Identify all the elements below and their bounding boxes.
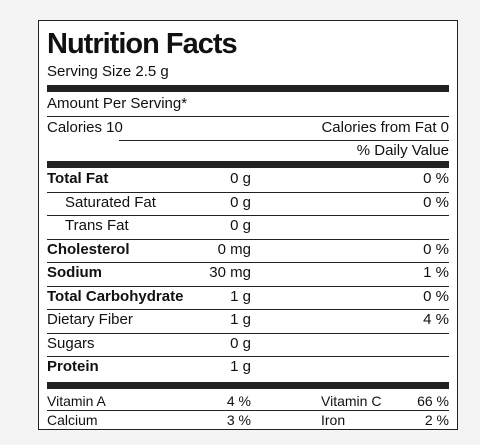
vitamin-daily-value: 2 % — [424, 411, 449, 428]
amount-per-serving: Amount Per Serving* — [47, 95, 188, 112]
divider — [47, 191, 449, 193]
nutrient-name: Trans Fat — [65, 217, 129, 234]
serving-size: Serving Size 2.5 g — [47, 63, 169, 80]
divider — [47, 332, 449, 334]
title: Nutrition Facts — [47, 28, 238, 60]
nutrient-name: Sugars — [47, 334, 95, 352]
nutrient-amount: 0 g — [230, 193, 251, 211]
nutrient-daily-value: 0 % — [423, 193, 449, 211]
nutrient-amount: 0 g — [230, 334, 251, 352]
nutrient-amount: 1 g — [230, 311, 251, 328]
nutrient-daily-value: 0 % — [423, 287, 449, 305]
nutrient-amount: 0 g — [230, 170, 251, 187]
calories-from-fat: Calories from Fat 0 — [321, 119, 449, 136]
divider — [47, 285, 449, 287]
nutrient-name: Saturated Fat — [65, 193, 156, 211]
vitamin-name: Calcium — [47, 411, 98, 428]
nutrient-name: Cholesterol — [47, 240, 130, 258]
divider — [47, 309, 449, 310]
vitamin-name: Vitamin C — [321, 392, 382, 409]
divider — [47, 161, 449, 168]
nutrient-amount: 30 mg — [209, 264, 251, 281]
divider — [47, 238, 449, 240]
divider — [119, 140, 449, 141]
daily-value-header: % Daily Value — [356, 142, 449, 159]
calories: Calories 10 — [47, 119, 123, 136]
nutrient-daily-value: 1 % — [423, 264, 449, 281]
divider — [47, 85, 449, 92]
divider — [47, 116, 449, 117]
nutrient-amount: 0 g — [230, 217, 251, 234]
divider — [47, 356, 449, 357]
vitamin-daily-value: 66 % — [417, 392, 449, 409]
nutrient-daily-value: 0 % — [423, 240, 449, 258]
nutrient-name: Sodium — [47, 264, 102, 281]
vitamin-name: Vitamin A — [47, 392, 106, 409]
nutrient-name: Total Fat — [47, 170, 109, 187]
nutrient-name: Dietary Fiber — [47, 311, 133, 328]
nutrient-amount: 1 g — [230, 358, 251, 375]
vitamin-daily-value: 4 % — [226, 392, 251, 409]
nutrition-label: Nutrition Facts Serving Size 2.5 g Amoun… — [38, 20, 458, 430]
vitamin-daily-value: 3 % — [226, 411, 251, 428]
vitamin-name: Iron — [321, 411, 346, 428]
nutrient-daily-value: 0 % — [423, 170, 449, 187]
nutrient-name: Protein — [47, 358, 99, 375]
nutrient-amount: 0 mg — [217, 240, 251, 258]
divider — [47, 381, 449, 389]
divider — [47, 215, 449, 216]
nutrient-name: Total Carbohydrate — [47, 287, 184, 305]
divider — [47, 409, 449, 411]
nutrient-amount: 1 g — [230, 287, 251, 305]
nutrient-daily-value: 4 % — [423, 311, 449, 328]
divider — [47, 262, 449, 263]
